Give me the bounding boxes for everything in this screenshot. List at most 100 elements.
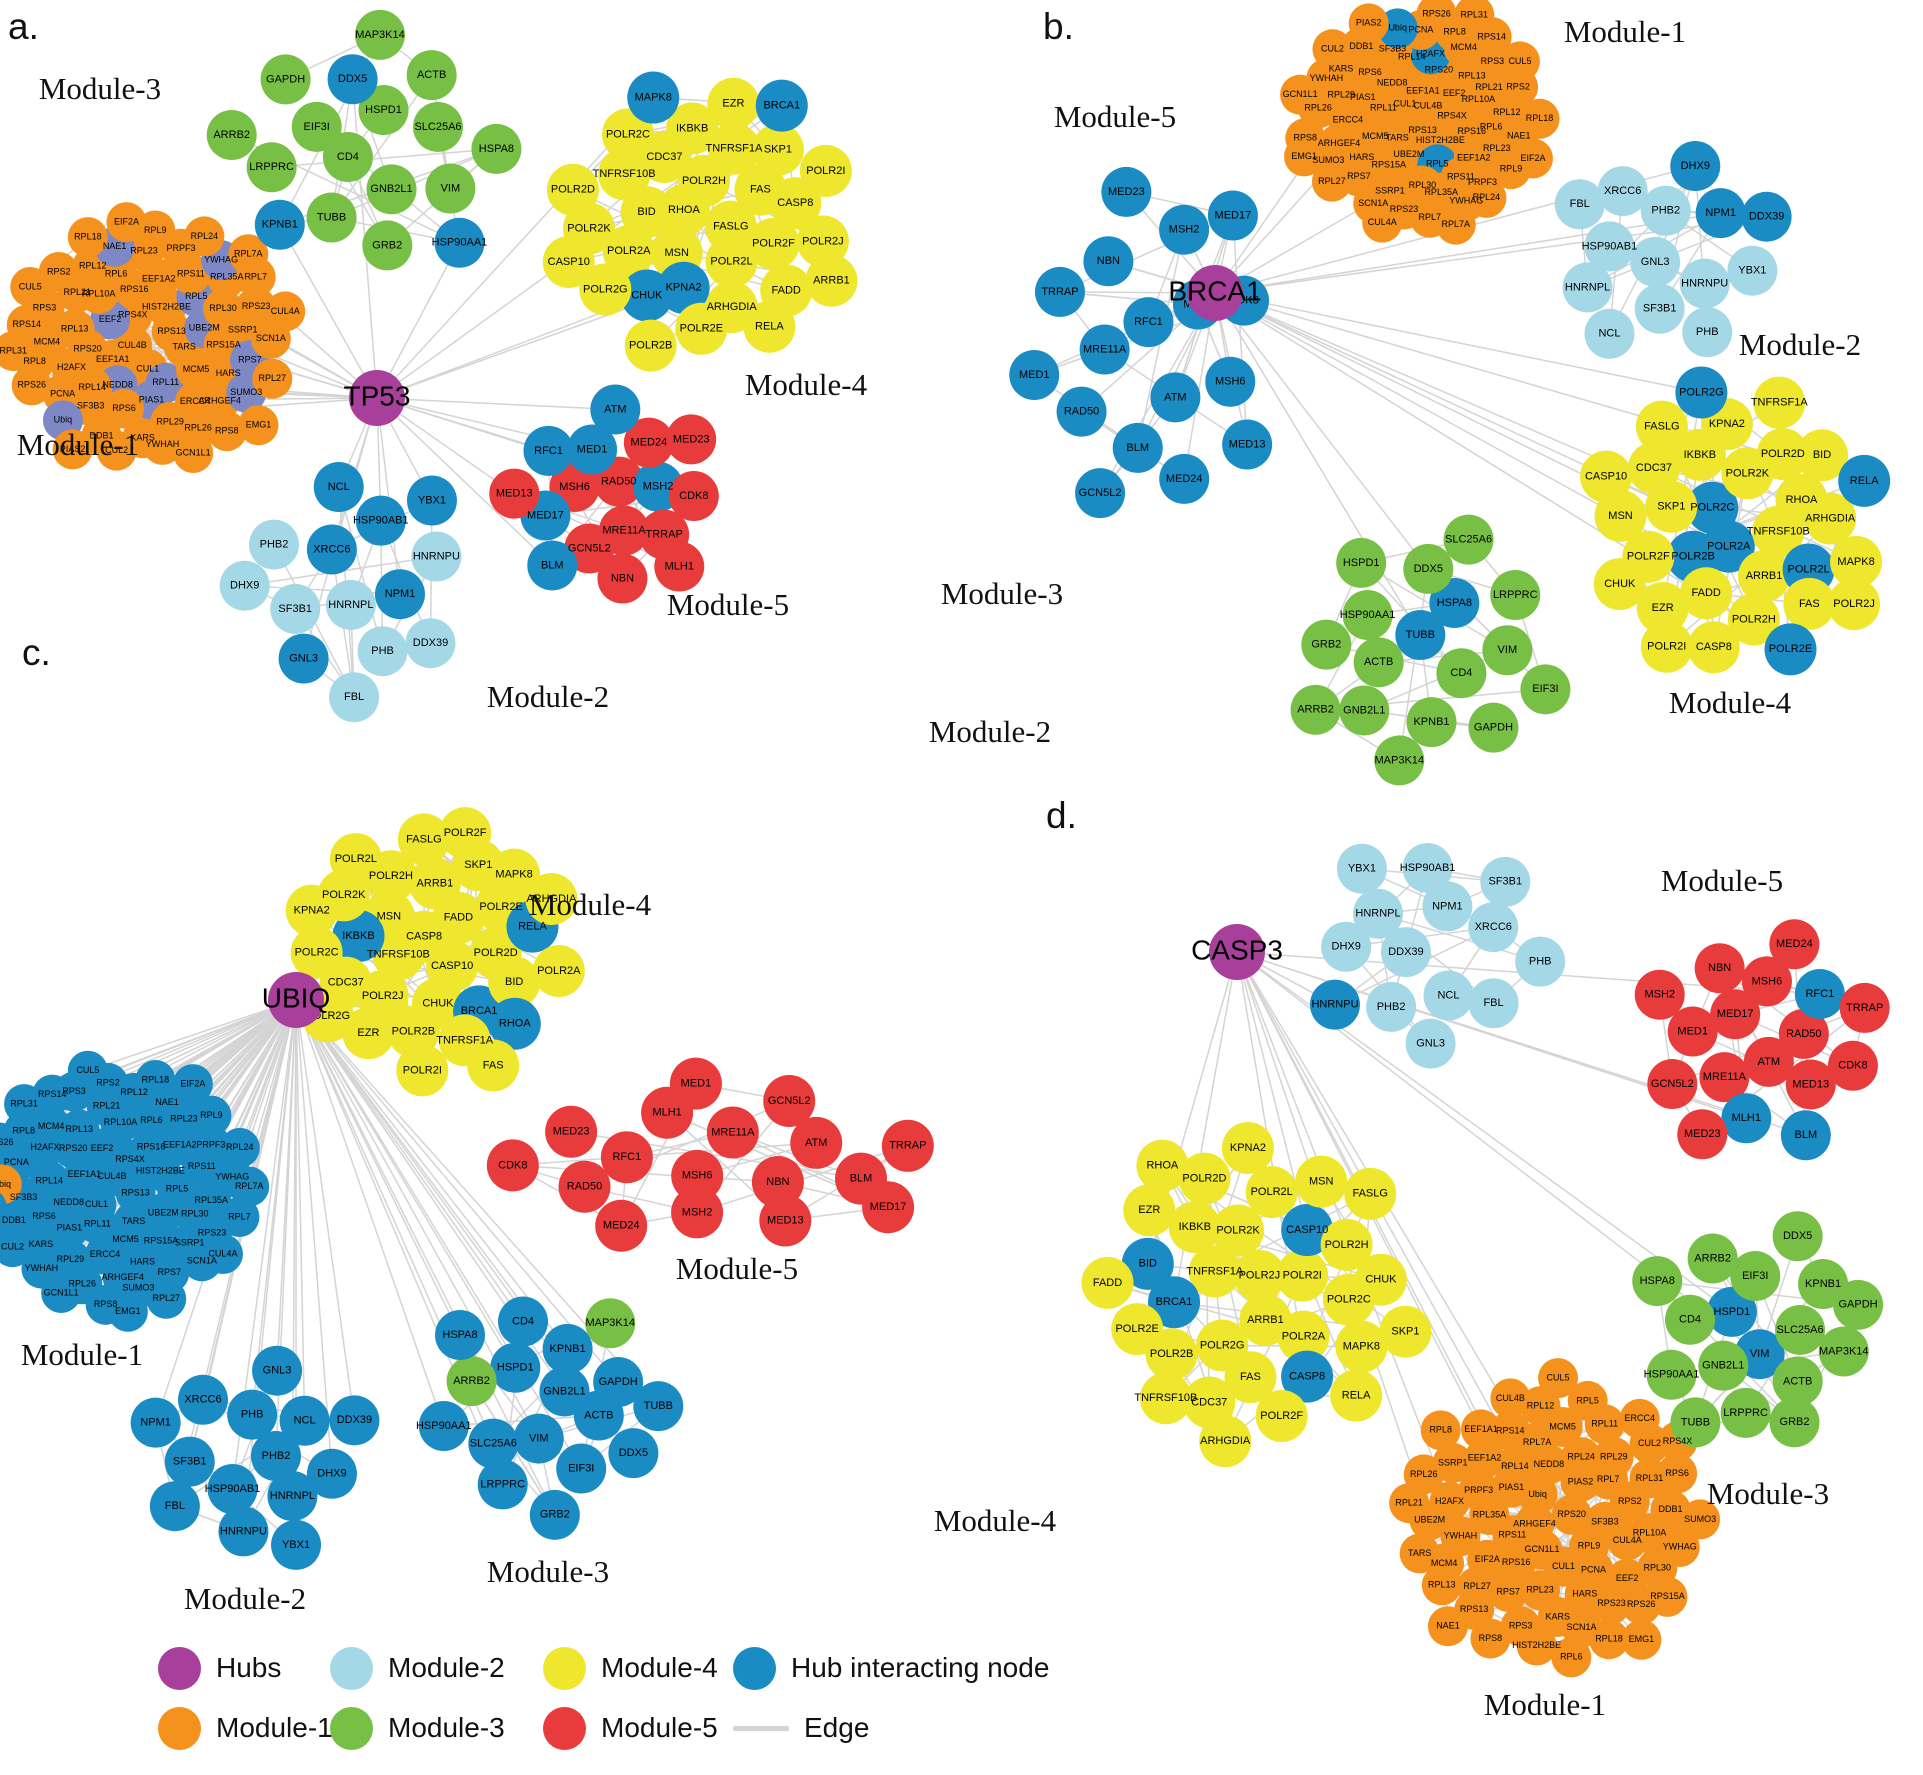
node-CHUK[interactable]	[620, 269, 673, 322]
node-TNFRSF1A[interactable]	[1188, 1245, 1241, 1298]
node-YBX1[interactable]	[271, 1519, 322, 1570]
node-BID[interactable]	[620, 186, 673, 239]
node-MED1[interactable]	[567, 424, 618, 475]
node-MED13[interactable]	[489, 468, 540, 519]
node-BID[interactable]	[1795, 429, 1848, 482]
node-FASLG[interactable]	[397, 813, 450, 866]
node-TARS[interactable]	[1399, 1533, 1440, 1574]
node-MAPK8[interactable]	[1830, 535, 1883, 588]
node-POLR2C[interactable]	[290, 926, 343, 979]
node-RFC1[interactable]	[600, 1131, 653, 1184]
node-YWHAG[interactable]	[1659, 1527, 1700, 1568]
node-RAD50[interactable]	[558, 1160, 611, 1213]
node-GCN5L2[interactable]	[763, 1075, 816, 1128]
node-RPL18[interactable]	[1588, 1619, 1629, 1660]
node-HNRNPU[interactable]	[1310, 979, 1361, 1030]
node-ATM[interactable]	[1150, 372, 1201, 423]
node-POLR2L[interactable]	[1245, 1166, 1298, 1219]
node-ACTB[interactable]	[1772, 1356, 1823, 1407]
node-TUBB[interactable]	[1670, 1397, 1721, 1448]
node-EEF1A1[interactable]	[1460, 1409, 1501, 1450]
node-RPS26[interactable]	[0, 1122, 20, 1163]
node-CDC37[interactable]	[1627, 442, 1680, 495]
node-RPS7[interactable]	[1488, 1572, 1529, 1613]
node-TUBB[interactable]	[633, 1381, 684, 1432]
node-FBL[interactable]	[1554, 179, 1605, 230]
node-DDX39[interactable]	[1380, 927, 1431, 978]
node-MAP3K14[interactable]	[354, 9, 405, 60]
node-EMG1[interactable]	[107, 1291, 148, 1332]
node-SUMO3[interactable]	[1680, 1499, 1721, 1540]
node-NBN[interactable]	[751, 1156, 804, 1209]
node-NPM1[interactable]	[130, 1397, 181, 1448]
node-POLR2I[interactable]	[799, 144, 852, 197]
node-HSPA8[interactable]	[1632, 1256, 1683, 1307]
node-POLR2F[interactable]	[1255, 1390, 1308, 1443]
node-CUL2[interactable]	[96, 430, 137, 471]
node-GNB2L1[interactable]	[1698, 1340, 1749, 1391]
node-POLR2A[interactable]	[1277, 1310, 1330, 1363]
node-ARRB2[interactable]	[1687, 1233, 1738, 1284]
node-RPL27[interactable]	[146, 1278, 187, 1319]
node-PIAS2[interactable]	[0, 1188, 7, 1228]
node-DHX9[interactable]	[306, 1448, 357, 1499]
node-SKP1[interactable]	[751, 123, 804, 176]
node-GRB2[interactable]	[1769, 1397, 1820, 1448]
node-RPL6[interactable]	[1551, 1637, 1592, 1678]
node-CUL4B[interactable]	[1490, 1378, 1531, 1419]
node-GCN1L1[interactable]	[1280, 74, 1321, 115]
node-FAS[interactable]	[1224, 1351, 1277, 1404]
node-ARRB1[interactable]	[1738, 550, 1791, 603]
node-RPL31[interactable]	[0, 331, 34, 372]
node-CD4[interactable]	[1665, 1294, 1716, 1345]
node-PHB[interactable]	[1682, 307, 1733, 358]
node-NCL[interactable]	[1584, 308, 1635, 359]
node-HSPD1[interactable]	[358, 85, 409, 136]
node-FBL[interactable]	[1468, 978, 1519, 1029]
node-FASLG[interactable]	[1344, 1167, 1397, 1220]
node-HNRNPU[interactable]	[218, 1506, 269, 1557]
node-MED17[interactable]	[1710, 989, 1761, 1040]
node-CDK8[interactable]	[486, 1139, 539, 1192]
node-YWHAH[interactable]	[142, 424, 183, 465]
node-POLR2H[interactable]	[1727, 593, 1780, 646]
node-RAD50[interactable]	[1778, 1008, 1829, 1059]
node-RPL7A[interactable]	[228, 234, 269, 275]
node-DDX5[interactable]	[327, 54, 378, 105]
node-RFC1[interactable]	[1123, 297, 1174, 348]
node-GAPDH[interactable]	[593, 1357, 644, 1408]
node-PHB2[interactable]	[249, 519, 300, 570]
node-XRCC6[interactable]	[1597, 166, 1648, 217]
node-EMG1[interactable]	[1284, 136, 1325, 177]
node-GNL3[interactable]	[1630, 236, 1681, 287]
node-MED13[interactable]	[759, 1194, 812, 1247]
node-RPL31[interactable]	[1454, 0, 1495, 36]
node-VIM[interactable]	[1482, 625, 1533, 676]
node-PHB2[interactable]	[250, 1431, 301, 1482]
node-TNFRSF10B[interactable]	[1139, 1372, 1192, 1425]
hub-node-BRCA1[interactable]	[1187, 265, 1243, 321]
node-ACTB[interactable]	[1353, 637, 1404, 688]
node-MRE11A[interactable]	[1699, 1052, 1750, 1103]
node-ARRB1[interactable]	[805, 254, 858, 307]
node-GCN5L2[interactable]	[1075, 468, 1126, 519]
node-MSH6[interactable]	[671, 1149, 724, 1202]
node-LRPPRC[interactable]	[477, 1459, 528, 1510]
node-SKP1[interactable]	[1645, 480, 1698, 533]
node-RHOA[interactable]	[488, 997, 541, 1050]
node-EMG1[interactable]	[238, 405, 279, 446]
node-RPS8[interactable]	[1470, 1618, 1511, 1659]
node-CHUK[interactable]	[1354, 1253, 1407, 1306]
node-ARRB2[interactable]	[446, 1356, 497, 1407]
node-POLR2A[interactable]	[532, 944, 585, 997]
node-MED13[interactable]	[1785, 1059, 1836, 1110]
node-ERCC4[interactable]	[1619, 1398, 1660, 1439]
node-LRPPRC[interactable]	[1720, 1387, 1771, 1438]
node-EIF3I[interactable]	[291, 101, 342, 152]
node-BLM[interactable]	[1780, 1110, 1831, 1161]
node-NCL[interactable]	[279, 1395, 330, 1446]
node-ATM[interactable]	[1743, 1036, 1794, 1087]
node-SLC25A6[interactable]	[412, 101, 463, 152]
node-BID[interactable]	[1121, 1237, 1174, 1290]
node-MLH1[interactable]	[654, 541, 705, 592]
